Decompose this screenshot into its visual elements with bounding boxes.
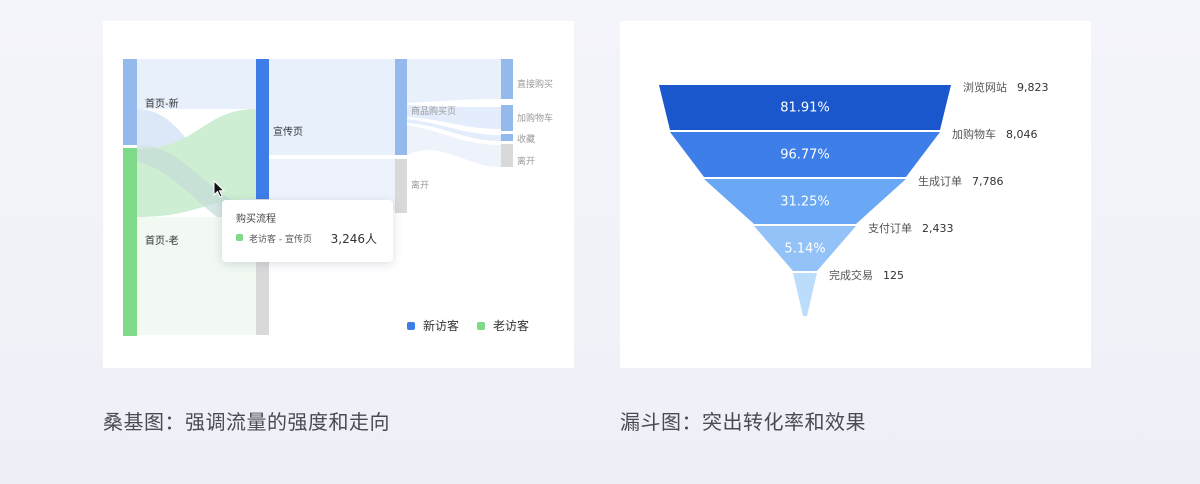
- sankey-node-product[interactable]: [395, 59, 407, 155]
- funnel-chart-card: 81.91% 浏览网站 9,823 96.77% 加购物车 8,046 31.25% 生成订单…: [620, 21, 1091, 368]
- sankey-node-home-old[interactable]: [123, 148, 137, 336]
- sankey-node-promo[interactable]: [256, 59, 269, 199]
- sankey-node-home-new[interactable]: [123, 59, 137, 145]
- sankey-node-leave-right[interactable]: [501, 144, 513, 167]
- sankey-label: 直接购买: [517, 78, 553, 90]
- sankey-link: [407, 105, 501, 129]
- funnel-stage-value: 9,823: [1017, 81, 1049, 94]
- funnel-chart: 81.91% 浏览网站 9,823 96.77% 加购物车 8,046 31.25% 生成订单…: [659, 80, 1049, 316]
- sankey-link: [407, 59, 501, 103]
- sankey-label: 离开: [517, 155, 535, 167]
- funnel-stage-label: 加购物车: [952, 127, 996, 141]
- sankey-chart: 首页-新 首页-老 宣传页 商品购买页 离开 直接购买 加购物车 收藏 离开: [123, 59, 553, 336]
- legend-swatch: [477, 321, 486, 330]
- funnel-caption: 漏斗图：突出转化率和效果: [620, 410, 866, 434]
- funnel-stage-label: 生成订单: [918, 174, 962, 188]
- tooltip-title: 购买流程: [236, 214, 276, 225]
- tooltip-series-dot: [236, 234, 243, 241]
- sankey-node-buy[interactable]: [501, 59, 513, 99]
- funnel-stage[interactable]: [793, 273, 817, 316]
- funnel-stage[interactable]: [659, 85, 951, 130]
- legend-label: 老访客: [493, 319, 530, 333]
- funnel-rate-label: 81.91%: [780, 101, 830, 116]
- sankey-label: 商品购买页: [411, 105, 456, 117]
- mouse-cursor-icon: [213, 180, 226, 198]
- sankey-caption: 桑基图：强调流量的强度和走向: [103, 410, 390, 434]
- sankey-label: 首页-老: [145, 234, 179, 247]
- sankey-label: 首页-新: [145, 97, 179, 110]
- tooltip-value: 3,246人: [330, 232, 377, 246]
- funnel-stage[interactable]: [704, 179, 906, 224]
- funnel-stage[interactable]: [754, 226, 856, 271]
- legend-item-old[interactable]: 老访客: [477, 317, 529, 334]
- sankey-label: 收藏: [517, 133, 535, 145]
- sankey-link: [137, 59, 256, 109]
- funnel-rate-label: 96.77%: [780, 148, 830, 163]
- sankey-node-cart[interactable]: [501, 105, 513, 131]
- funnel-stage-value: 125: [883, 269, 904, 282]
- sankey-link: [269, 159, 395, 211]
- funnel-stage-value: 8,046: [1006, 128, 1038, 141]
- sankey-link: [407, 125, 501, 167]
- sankey-label: 离开: [411, 179, 429, 191]
- sankey-link: [269, 59, 395, 155]
- sankey-chart-card: 首页-新 首页-老 宣传页 商品购买页 离开 直接购买 加购物车 收藏 离开 购…: [103, 21, 574, 368]
- sankey-label: 宣传页: [273, 125, 303, 138]
- funnel-stage-label: 完成交易: [829, 268, 873, 282]
- legend-label: 新访客: [423, 319, 460, 333]
- funnel-stage-value: 2,433: [922, 222, 954, 235]
- sankey-label: 加购物车: [517, 112, 553, 124]
- sankey-node-fav[interactable]: [501, 134, 513, 141]
- tooltip-series-name: 老访客 - 宣传页: [249, 235, 313, 245]
- funnel-stage-value: 7,786: [972, 175, 1004, 188]
- funnel-rate-label: 31.25%: [780, 195, 830, 210]
- funnel-stage-label: 支付订单: [868, 222, 912, 235]
- sankey-link: [407, 119, 501, 141]
- sankey-node-leave-mid[interactable]: [395, 159, 407, 213]
- funnel-rate-label: 5.14%: [784, 242, 825, 257]
- funnel-stage-label: 浏览网站: [963, 80, 1007, 94]
- sankey-link: [137, 109, 256, 217]
- legend-swatch: [407, 321, 415, 330]
- funnel-stage[interactable]: [670, 132, 940, 177]
- legend-item-new[interactable]: 新访客: [407, 317, 459, 334]
- sankey-legend: 新访客 老访客: [407, 317, 529, 334]
- sankey-tooltip: 购买流程 老访客 - 宣传页 3,246人: [222, 200, 393, 262]
